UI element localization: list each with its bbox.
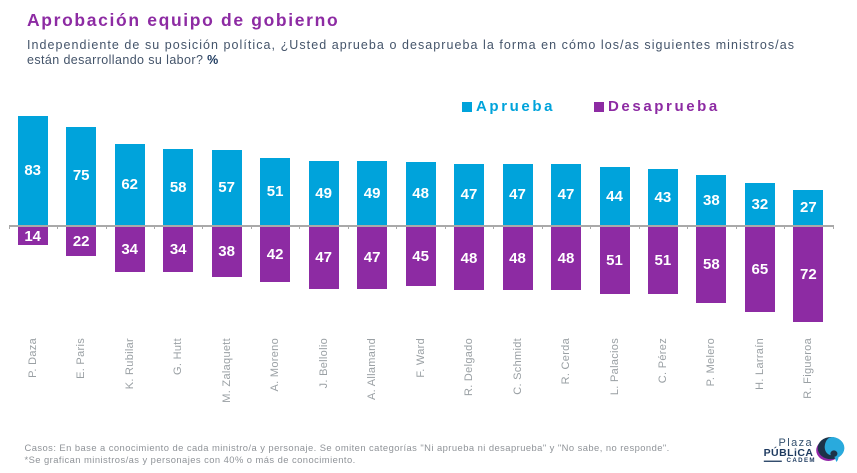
svg-text:CADEM: CADEM <box>787 457 816 464</box>
svg-text:Plaza: Plaza <box>779 437 814 449</box>
svg-text:PÚBLiCA: PÚBLiCA <box>764 446 814 459</box>
